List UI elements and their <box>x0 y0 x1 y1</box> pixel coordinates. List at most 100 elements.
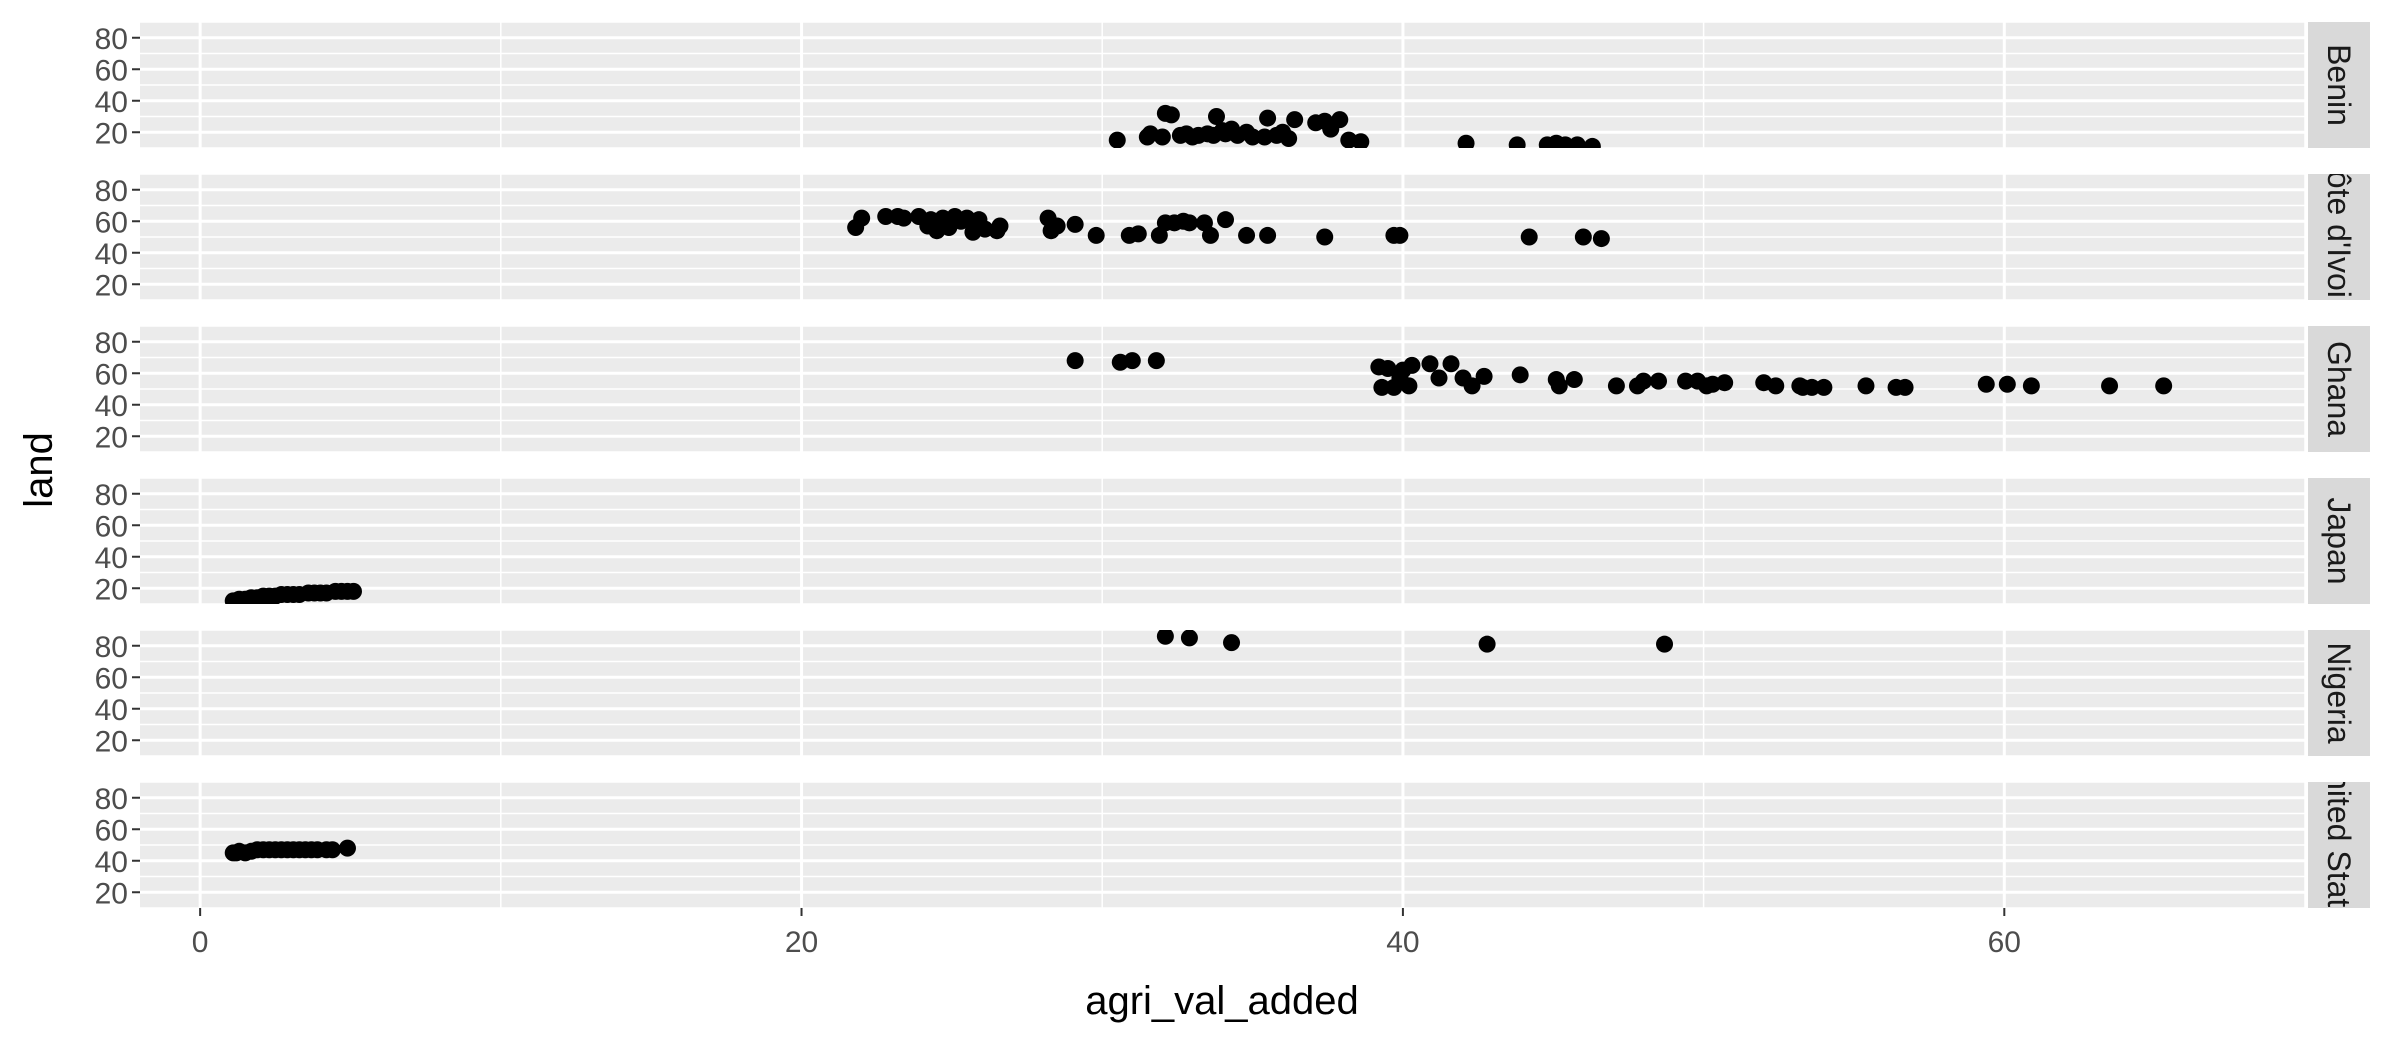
facet-strip-label: Nigeria <box>2321 642 2357 744</box>
data-point <box>1442 355 1460 373</box>
points <box>1108 104 1601 148</box>
data-point <box>1400 377 1418 395</box>
y-tick-label: 80 <box>95 327 128 360</box>
facet-strip <box>2308 22 2370 148</box>
data-point <box>1767 377 1785 395</box>
data-point <box>1565 371 1583 389</box>
data-point <box>1195 214 1213 232</box>
data-point <box>895 209 913 227</box>
grid <box>140 782 2305 908</box>
data-point <box>1421 355 1439 373</box>
facet-strip <box>2308 478 2370 604</box>
y-tick-label: 40 <box>95 238 128 271</box>
data-point <box>2155 377 2173 395</box>
data-point <box>323 841 341 859</box>
data-point <box>1568 136 1586 148</box>
y-tick-label: 40 <box>95 846 128 879</box>
data-point <box>1153 128 1171 146</box>
y-tick-label: 40 <box>95 390 128 423</box>
data-point <box>1087 226 1105 244</box>
data-point <box>877 208 895 226</box>
data-point <box>1475 367 1493 385</box>
facet-strip-label-wrap: Benin <box>2321 44 2357 126</box>
data-point <box>1156 630 1174 645</box>
facet-strip-label: United States <box>2321 749 2357 941</box>
y-tick-label: 20 <box>95 725 128 758</box>
data-point <box>1634 372 1652 390</box>
data-point <box>1316 228 1334 246</box>
data-point <box>1574 228 1592 246</box>
x-tick-label: 20 <box>785 926 818 959</box>
y-tick-label: 40 <box>95 694 128 727</box>
y-axis-title: land <box>17 432 61 508</box>
y-tick-label: 80 <box>95 631 128 664</box>
facet-strip-label-wrap: Ghana <box>2321 341 2357 437</box>
data-point <box>1857 377 1875 395</box>
grid <box>140 22 2305 148</box>
y-tick-label: 40 <box>95 86 128 119</box>
points <box>224 839 356 862</box>
x-tick-label: 0 <box>192 926 209 959</box>
data-point <box>1217 211 1235 229</box>
y-tick-label: 60 <box>95 662 128 695</box>
facet-strip-label-wrap: Japan <box>2321 497 2357 584</box>
y-tick-label: 60 <box>95 206 128 239</box>
facet-strip <box>2308 174 2370 300</box>
data-point <box>338 839 356 857</box>
facet-strip-label: Ghana <box>2321 341 2357 437</box>
data-point <box>1379 360 1397 378</box>
data-point <box>1259 226 1277 244</box>
data-point <box>1403 356 1421 374</box>
data-point <box>1201 226 1219 244</box>
data-point <box>1430 369 1448 387</box>
data-point <box>1129 225 1147 243</box>
data-point <box>1656 635 1674 653</box>
data-point <box>1550 377 1568 395</box>
data-point <box>1066 352 1084 370</box>
x-axis-title: agri_val_added <box>1085 979 1359 1023</box>
data-point <box>1391 226 1409 244</box>
x-axis: 0 20 40 60 <box>192 908 2021 959</box>
data-point <box>1150 226 1168 244</box>
grid <box>140 326 2305 452</box>
facet-strip-label-wrap: United States <box>2321 749 2357 941</box>
data-point <box>1352 133 1370 148</box>
data-point <box>1162 106 1180 124</box>
data-point <box>1677 372 1695 390</box>
points <box>847 208 1610 248</box>
data-point <box>1592 230 1610 248</box>
x-tick-label: 60 <box>1988 926 2021 959</box>
data-point <box>1108 131 1126 148</box>
y-tick-label: 20 <box>95 421 128 454</box>
data-point <box>1478 635 1496 653</box>
data-point <box>1998 375 2016 393</box>
data-point <box>1207 108 1225 125</box>
facet-strip <box>2308 782 2370 908</box>
y-tick-label: 80 <box>95 175 128 208</box>
data-point <box>1244 128 1262 146</box>
grid <box>140 630 2305 756</box>
grid <box>140 478 2305 604</box>
data-point <box>1331 111 1349 129</box>
data-point <box>1583 137 1601 148</box>
data-point <box>1508 136 1526 148</box>
points <box>224 582 362 604</box>
facet-strip <box>2308 326 2370 452</box>
facet-strip-label: Côte d'Ivoire <box>2321 148 2357 327</box>
data-point <box>1223 634 1241 652</box>
y-tick-label: 20 <box>95 117 128 150</box>
data-point <box>1147 352 1165 370</box>
data-point <box>1286 111 1304 129</box>
data-point <box>1048 217 1066 235</box>
y-tick-label: 80 <box>95 783 128 816</box>
data-point <box>1650 372 1668 390</box>
data-point <box>344 582 362 600</box>
y-tick-label: 60 <box>95 54 128 87</box>
